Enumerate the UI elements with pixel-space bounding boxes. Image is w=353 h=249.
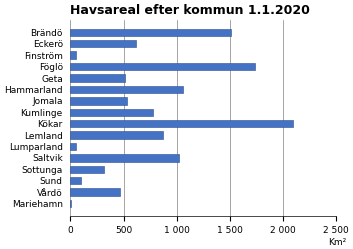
Bar — [71, 131, 163, 139]
Bar — [71, 63, 255, 70]
Bar — [71, 86, 183, 93]
Bar — [71, 143, 76, 150]
Bar — [71, 40, 136, 48]
Bar — [71, 109, 153, 116]
Bar — [71, 74, 125, 82]
Bar — [71, 166, 104, 173]
Bar — [71, 97, 127, 105]
Bar — [71, 52, 76, 59]
Bar — [71, 177, 81, 185]
Bar — [71, 120, 293, 127]
Bar — [71, 200, 72, 207]
Bar — [71, 188, 120, 196]
Bar — [71, 29, 231, 36]
Text: Havsareal efter kommun 1.1.2020: Havsareal efter kommun 1.1.2020 — [71, 4, 310, 17]
Bar — [71, 154, 179, 162]
Text: Km²: Km² — [328, 238, 346, 247]
